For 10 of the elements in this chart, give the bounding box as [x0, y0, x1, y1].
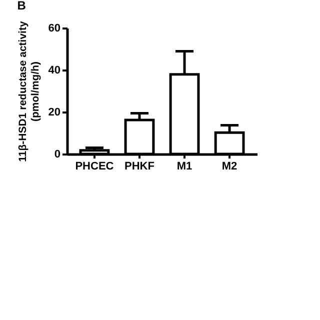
y-axis-title: 11β-HSD1 reductase activity (pmol/mg/h): [16, 21, 42, 162]
chart-title: B: [17, 0, 26, 13]
y-tick-label: 40: [48, 64, 60, 76]
y-tick-label: 20: [48, 106, 60, 118]
x-tick-label: PHCEC: [75, 160, 114, 172]
x-tick-label: M1: [176, 160, 192, 172]
y-tick-label: 0: [54, 148, 60, 160]
y-tick-label: 60: [48, 22, 60, 34]
x-tick-label: M2: [222, 160, 238, 172]
x-tick-label: PHKF: [124, 160, 155, 172]
